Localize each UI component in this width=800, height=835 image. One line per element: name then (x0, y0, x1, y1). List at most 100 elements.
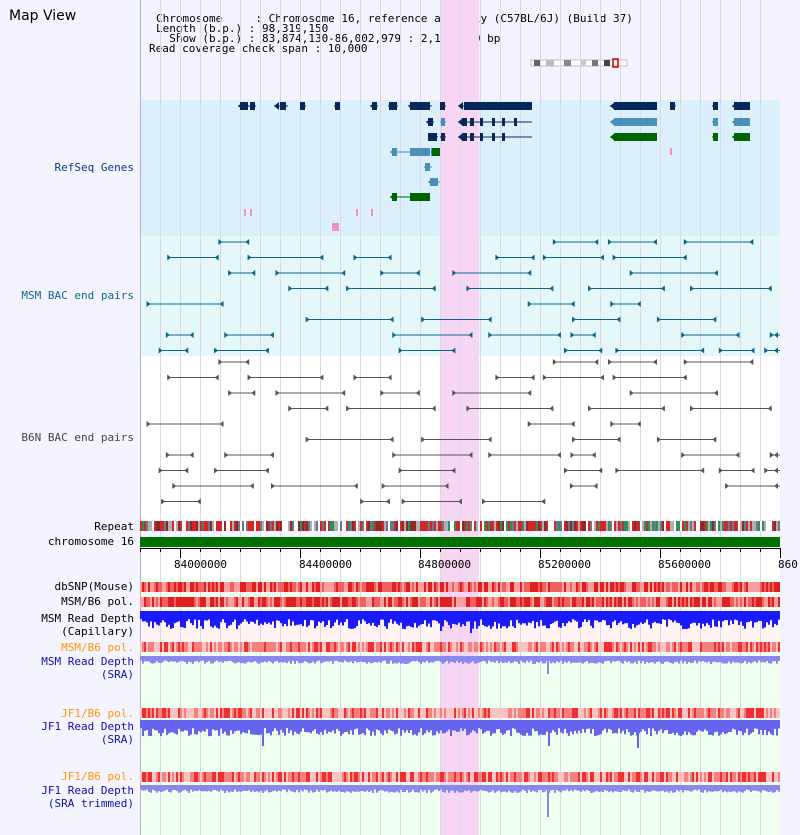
msm-pol2-cell (582, 642, 584, 652)
msm-pol2-cell (644, 642, 646, 652)
jf1-pol-cell (692, 708, 694, 718)
repeat-segment (664, 521, 666, 531)
dbsnp-cell (774, 582, 776, 592)
repeat-segment (352, 521, 354, 531)
msm-cap-depth-bar (730, 611, 732, 621)
msm-depth-sra-label[interactable]: MSM Read Depth (41, 655, 134, 668)
b6n-bac-end (271, 483, 276, 489)
jf1-pol2-cell (186, 772, 188, 782)
msm-sra-depth-bar (210, 656, 212, 664)
repeat-segment (484, 521, 486, 531)
jf1-pol-cell (530, 708, 532, 718)
jf1-pol-cell (256, 708, 258, 718)
msm-pol-cell (282, 597, 284, 607)
msm-pol-cell (350, 597, 352, 607)
msm-bac-end (247, 254, 252, 261)
repeat-segment (700, 521, 702, 531)
repeat-segment (252, 521, 254, 531)
jf1-pol2-cell (356, 772, 358, 782)
jf1-trim-depth-bar (220, 785, 222, 790)
repeat-segment (316, 521, 318, 531)
jf1-trim-depth-bar (142, 785, 144, 791)
msm-pol-cell (278, 597, 280, 607)
jf1-pol-cell (230, 708, 232, 718)
repeat-segment (266, 521, 268, 531)
msm-bac-end (228, 270, 233, 276)
msm-sra-depth-bar (168, 656, 170, 663)
jf1-pol-cell (746, 708, 748, 718)
jf1-sra-depth-bar (142, 720, 144, 737)
msm-pol-cell (526, 597, 528, 607)
msm-pol-cell (714, 597, 716, 607)
jf1-pol-cell (184, 708, 186, 718)
msm-cap-depth-bar (396, 611, 398, 624)
msm-sra-depth-bar (166, 656, 168, 662)
msm-pol2-cell (400, 642, 402, 652)
jf1-pol-cell (142, 708, 144, 718)
b6n-bac-track[interactable] (140, 356, 780, 520)
dbsnp-cell (144, 582, 146, 592)
jf1-trim-depth-bar (320, 785, 322, 791)
jf1-sra-depth-bar (682, 720, 684, 735)
repeat-segment (200, 521, 202, 531)
b6n-bac-label[interactable]: B6N BAC end pairs (21, 431, 134, 444)
jf1-pol-label[interactable]: JF1/B6 pol. (61, 707, 134, 720)
dbsnp-cell (650, 582, 652, 592)
jf1-pol2-cell (374, 772, 376, 782)
jf1-pol2-cell (400, 772, 402, 782)
jf1-trim-depth-bar (766, 785, 768, 792)
msm-pol2-cell (490, 642, 492, 652)
msm-sra-depth-bar (348, 656, 350, 663)
jf1-pol2-cell (444, 772, 446, 782)
jf1-trim-depth-bar (252, 785, 254, 791)
jf1-pol2-cell (758, 772, 760, 782)
jf1-pol-cell (440, 708, 442, 718)
jf1-pol2-cell (200, 772, 202, 782)
msm-pol-cell (608, 597, 610, 607)
repeat-segment (488, 521, 490, 531)
jf1-pol2-cell (740, 772, 742, 782)
jf1-depth-trim-label[interactable]: JF1 Read Depth (41, 784, 134, 797)
jf1-pol-cell (646, 708, 648, 718)
repeat-segment (196, 521, 198, 531)
msm-depth-cap-label[interactable]: MSM Read Depth (41, 612, 134, 625)
dbsnp-cell (148, 582, 150, 592)
msm-pol-cell (564, 597, 566, 607)
refseq-genes-track[interactable] (140, 100, 780, 236)
msm-cap-depth-bar (412, 611, 414, 628)
b6n-bac-end (214, 374, 219, 381)
jf1-pol2-label[interactable]: JF1/B6 pol. (61, 770, 134, 783)
jf1-pol2-cell (512, 772, 514, 782)
repeat-segment (262, 521, 264, 531)
msm-sra-depth-bar (188, 656, 190, 662)
jf1-pol2-cell (302, 772, 304, 782)
msm-pol2-label[interactable]: MSM/B6 pol. (61, 641, 134, 654)
jf1-pol-cell (338, 708, 340, 718)
msm-pol-label[interactable]: MSM/B6 pol. (61, 595, 134, 608)
chromosome-ideogram[interactable] (530, 53, 630, 68)
msm-sra-depth-bar (208, 656, 210, 661)
jf1-pol2-cell (456, 772, 458, 782)
jf1-pol-cell (592, 708, 594, 718)
msm-bac-label[interactable]: MSM BAC end pairs (21, 289, 134, 302)
dbsnp-label[interactable]: dbSNP(Mouse) (54, 580, 134, 593)
jf1-pol-cell (298, 708, 300, 718)
msm-bac-track[interactable] (140, 236, 780, 356)
jf1-sra-depth-bar (608, 720, 610, 729)
jf1-pol2-cell (202, 772, 204, 782)
jf1-depth-sra-label[interactable]: JF1 Read Depth (41, 720, 134, 733)
jf1-pol2-cell (760, 772, 762, 782)
jf1-pol2-cell (232, 772, 234, 782)
gene-exon (502, 118, 505, 126)
jf1-sra-depth-bar (170, 720, 172, 733)
jf1-pol2-cell (204, 772, 206, 782)
jf1-sra-depth-bar (492, 720, 494, 734)
refseq-label[interactable]: RefSeq Genes (54, 161, 134, 174)
msm-sra-depth-bar (344, 656, 346, 661)
msm-pol-cell (656, 597, 658, 607)
msm-pol2-cell (760, 642, 762, 652)
jf1-trim-depth-bar (410, 785, 412, 792)
jf1-trim-depth-bar (260, 785, 262, 791)
msm-sra-depth-bar (140, 656, 142, 661)
jf1-trim-depth-bar (266, 785, 268, 791)
